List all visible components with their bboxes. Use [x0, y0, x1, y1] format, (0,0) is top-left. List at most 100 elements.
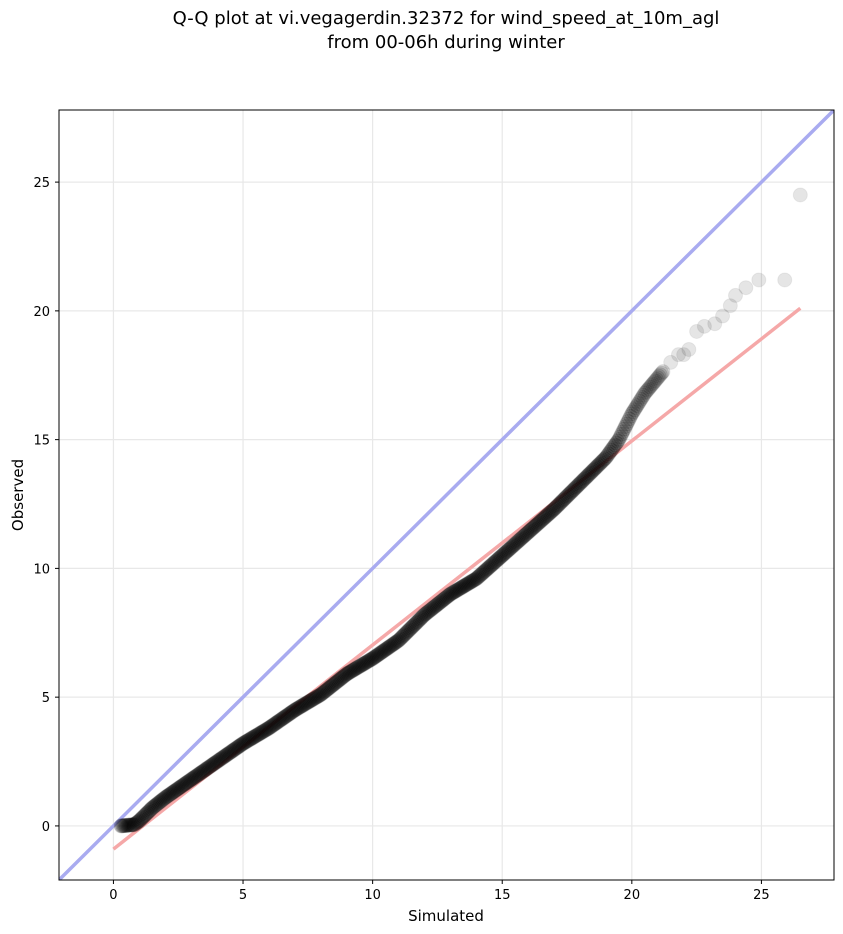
data-point — [451, 581, 467, 597]
data-point — [118, 817, 134, 833]
data-point — [204, 757, 220, 773]
data-point — [139, 805, 155, 821]
data-point — [182, 773, 198, 789]
data-point — [581, 466, 597, 482]
data-point — [299, 695, 315, 711]
data-point — [641, 381, 657, 397]
data-point — [444, 585, 460, 601]
data-point — [489, 552, 505, 568]
data-point — [170, 781, 186, 797]
data-point — [183, 772, 199, 788]
data-point — [408, 615, 424, 631]
data-point — [240, 733, 256, 749]
data-point — [553, 494, 569, 510]
data-point — [586, 461, 602, 477]
data-point — [707, 316, 723, 332]
data-point — [425, 600, 441, 616]
data-point — [283, 705, 299, 721]
y-axis-label: Observed — [9, 459, 27, 531]
data-point — [202, 758, 218, 774]
data-point — [637, 385, 653, 401]
data-point — [520, 524, 536, 540]
y-tick-label: 25 — [33, 176, 50, 191]
data-point — [380, 640, 396, 656]
data-point — [620, 413, 636, 429]
data-point — [497, 545, 513, 561]
data-point — [205, 756, 221, 772]
data-point — [195, 764, 211, 780]
data-point — [231, 738, 247, 754]
data-point — [584, 464, 600, 480]
data-point — [222, 745, 238, 761]
data-point — [614, 426, 630, 442]
data-point — [336, 668, 352, 684]
data-point — [302, 693, 318, 709]
data-point — [439, 589, 455, 605]
data-point — [224, 743, 240, 759]
data-point — [143, 801, 159, 817]
data-point — [519, 525, 535, 541]
data-point — [577, 470, 593, 486]
data-point — [638, 384, 654, 400]
data-point — [527, 518, 543, 534]
data-point — [592, 456, 608, 472]
data-point — [461, 575, 477, 591]
data-point — [294, 698, 310, 714]
data-point — [226, 742, 242, 758]
data-point — [466, 572, 482, 588]
data-point — [255, 723, 271, 739]
y-tick-label: 15 — [33, 434, 50, 449]
data-point — [564, 483, 580, 499]
data-point — [624, 406, 640, 422]
y-tick-label: 0 — [42, 820, 50, 835]
data-point — [514, 530, 530, 546]
data-point — [179, 774, 195, 790]
data-point — [281, 706, 297, 722]
data-point — [157, 790, 173, 806]
data-point — [676, 347, 692, 363]
data-point — [333, 671, 349, 687]
data-point — [180, 773, 196, 789]
data-point — [478, 562, 494, 578]
data-point — [433, 594, 449, 610]
data-point — [413, 610, 429, 626]
data-point — [561, 487, 577, 503]
data-point — [663, 354, 679, 370]
data-point — [310, 688, 326, 704]
data-point — [262, 719, 278, 735]
data-point — [200, 760, 216, 776]
data-point — [696, 318, 712, 334]
data-point — [187, 769, 203, 785]
data-point — [243, 731, 258, 747]
x-tick-label: 10 — [364, 888, 381, 903]
data-point — [722, 298, 738, 314]
data-point — [161, 787, 177, 803]
data-point — [602, 444, 618, 460]
data-point — [130, 814, 146, 830]
data-point — [571, 477, 587, 492]
data-point — [480, 560, 496, 576]
data-point — [643, 378, 659, 394]
data-point — [625, 404, 641, 420]
data-point — [458, 577, 474, 593]
data-point — [539, 508, 555, 524]
data-point — [284, 704, 300, 720]
data-point — [523, 522, 539, 538]
data-point — [153, 793, 169, 809]
data-point — [263, 719, 279, 735]
data-point — [583, 465, 599, 481]
data-point — [314, 686, 330, 702]
data-point — [391, 632, 407, 648]
data-point — [502, 540, 518, 556]
data-point — [208, 755, 224, 771]
data-point — [505, 538, 521, 554]
data-point — [424, 601, 439, 617]
data-point — [232, 738, 248, 754]
data-point — [545, 502, 561, 518]
data-point — [166, 783, 182, 799]
data-point — [528, 517, 544, 533]
data-point — [518, 526, 534, 542]
data-point — [297, 696, 313, 712]
lines-layer — [59, 110, 834, 880]
data-point — [122, 817, 138, 833]
